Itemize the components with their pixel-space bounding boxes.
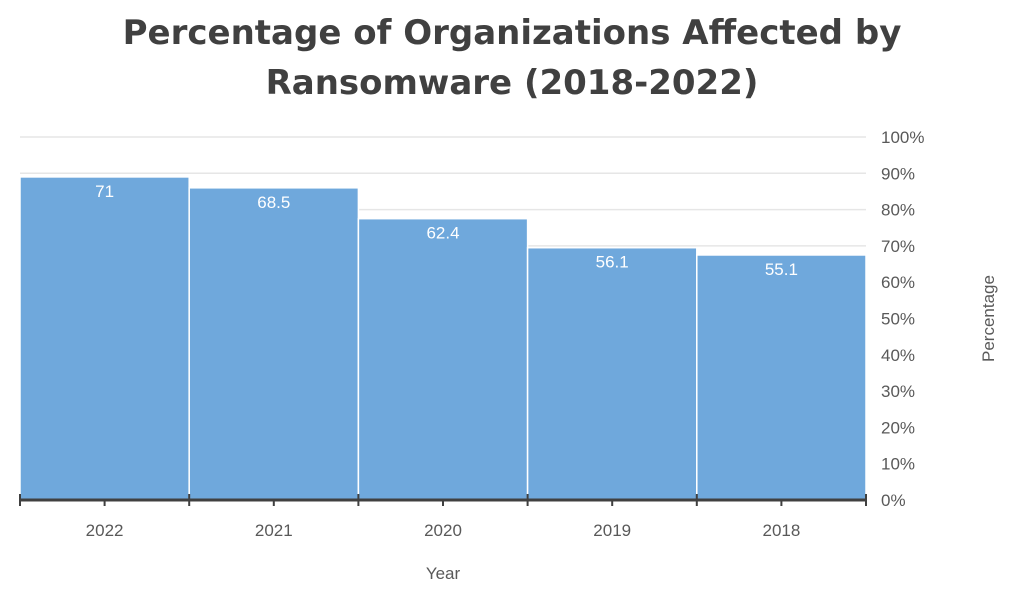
chart-title: Percentage of Organizations Affected by …: [0, 8, 1024, 108]
y-tick-label: 0%: [881, 491, 906, 510]
bar-2022: [19, 176, 190, 501]
bar-2019: [526, 246, 698, 501]
y-tick-label: 90%: [881, 164, 915, 183]
y-tick-label: 70%: [881, 237, 915, 256]
bar-2018: [696, 254, 867, 501]
x-axis: [19, 494, 867, 506]
y-tick-label: 50%: [881, 310, 915, 329]
y-tick-label: 40%: [881, 346, 915, 365]
y-axis-title: Percentage: [979, 275, 998, 362]
x-axis-title: Year: [426, 564, 461, 583]
y-tick-label: 10%: [881, 455, 915, 474]
bar-2021: [188, 187, 360, 501]
data-label-2018: 55.1: [765, 260, 798, 279]
y-tick-label: 60%: [881, 273, 915, 292]
bars: [19, 176, 867, 501]
x-tick-label-2021: 2021: [255, 521, 293, 540]
y-tick-label: 100%: [881, 128, 924, 147]
x-tick-label-2018: 2018: [762, 521, 800, 540]
chart-title-line-1: Percentage of Organizations Affected by: [122, 13, 902, 53]
x-tick-label-2019: 2019: [593, 521, 631, 540]
data-label-2020: 62.4: [426, 224, 459, 243]
chart-title-line-2: Ransomware (2018-2022): [265, 63, 759, 103]
y-axis-tick-labels: 0% 10% 20% 30% 40% 50% 60% 70% 80% 90% 100%: [881, 128, 924, 510]
data-label-2019: 56.1: [596, 253, 629, 272]
x-axis-tick-labels: 2022 2021 2020 2019 2018: [86, 521, 801, 540]
x-tick-label-2020: 2020: [424, 521, 462, 540]
y-tick-label: 30%: [881, 382, 915, 401]
bar-2020: [357, 217, 529, 501]
x-tick-label-2022: 2022: [86, 521, 124, 540]
data-labels: 71 68.5 62.4 56.1 55.1: [95, 182, 798, 279]
y-tick-label: 80%: [881, 201, 915, 220]
data-label-2022: 71: [95, 182, 114, 201]
data-label-2021: 68.5: [257, 193, 290, 212]
y-tick-label: 20%: [881, 418, 915, 437]
